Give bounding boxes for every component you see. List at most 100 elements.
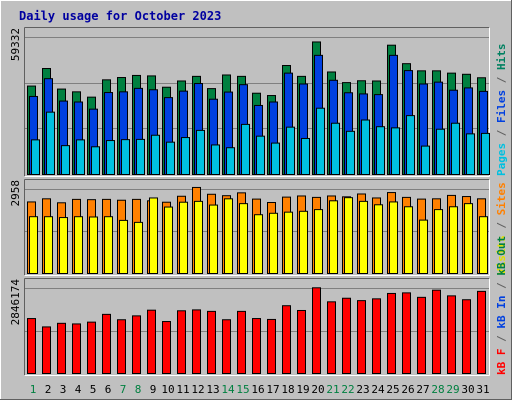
bar-pages-day-22 xyxy=(346,130,355,175)
bar-pages-day-8 xyxy=(136,138,145,176)
x-tick-label-day-1: 1 xyxy=(30,383,37,396)
bar-visits-day-15 xyxy=(239,203,248,274)
x-tick-label-day-12: 12 xyxy=(191,383,204,396)
bar-pages-day-11 xyxy=(181,137,190,175)
bar-kb-f-day-18 xyxy=(282,305,291,375)
bar-visits-day-22 xyxy=(344,197,353,274)
panel-bottom-legend: kB F / kB In / kB Out xyxy=(495,236,508,375)
bar-kb-f-day-15 xyxy=(237,310,246,375)
legend-separator: / xyxy=(495,215,508,235)
bar-pages-day-20 xyxy=(316,107,325,175)
legend-item-sites: Sites xyxy=(495,182,508,215)
bar-kb-f-day-19 xyxy=(297,309,306,375)
bar-pages-day-12 xyxy=(196,129,205,175)
bar-pages-day-31 xyxy=(481,132,490,176)
x-tick-label-day-28: 28 xyxy=(431,383,444,396)
bar-pages-day-9 xyxy=(151,134,160,175)
x-tick-label-day-24: 24 xyxy=(371,383,385,396)
x-tick-label-day-27: 27 xyxy=(416,383,429,396)
bar-kb-f-day-17 xyxy=(267,318,276,374)
bar-kb-f-day-12 xyxy=(192,309,201,374)
x-tick-label-day-10: 10 xyxy=(161,383,174,396)
bar-pages-day-28 xyxy=(436,128,445,175)
bar-kb-f-day-23 xyxy=(357,300,366,374)
x-tick-label-day-4: 4 xyxy=(75,383,82,396)
x-tick-label-day-23: 23 xyxy=(356,383,369,396)
x-tick-label-day-14: 14 xyxy=(221,383,235,396)
bar-pages-day-5 xyxy=(91,146,100,176)
bar-visits-day-11 xyxy=(179,201,188,274)
bar-visits-day-23 xyxy=(359,200,368,274)
bar-kb-f-day-29 xyxy=(447,295,456,374)
x-tick-label-day-21: 21 xyxy=(326,383,339,396)
chart-title: Daily usage for October 2023 xyxy=(19,9,221,23)
bar-kb-f-day-16 xyxy=(252,318,261,375)
bar-kb-f-day-4 xyxy=(72,323,81,375)
legend-separator: / xyxy=(495,70,508,90)
bar-pages-day-4 xyxy=(76,139,85,176)
x-tick-label-day-16: 16 xyxy=(251,383,264,396)
x-tick-label-day-26: 26 xyxy=(401,383,414,396)
bar-kb-f-day-20 xyxy=(312,287,321,375)
bar-visits-day-6 xyxy=(104,216,113,274)
bar-visits-day-29 xyxy=(449,206,458,274)
legend-separator: / xyxy=(495,329,508,349)
bar-kb-f-day-11 xyxy=(177,310,186,375)
legend-item-files: Files xyxy=(495,90,508,123)
bar-pages-day-10 xyxy=(166,141,175,175)
bar-visits-day-24 xyxy=(374,204,383,274)
bar-kb-f-day-24 xyxy=(372,298,381,375)
x-tick-label-day-15: 15 xyxy=(236,383,249,396)
bar-visits-day-30 xyxy=(464,203,473,274)
bar-pages-day-1 xyxy=(31,139,40,176)
x-tick-label-day-9: 9 xyxy=(150,383,157,396)
x-tick-label-day-19: 19 xyxy=(296,383,309,396)
x-tick-label-day-25: 25 xyxy=(386,383,399,396)
x-tick-label-day-11: 11 xyxy=(176,383,189,396)
legend-item-kb-in: kB In xyxy=(495,296,508,329)
x-tick-label-day-29: 29 xyxy=(446,383,459,396)
bar-visits-day-13 xyxy=(209,204,218,274)
bar-pages-day-30 xyxy=(466,133,475,175)
bar-visits-day-20 xyxy=(314,209,323,275)
bar-kb-f-day-6 xyxy=(102,313,111,374)
bar-pages-day-17 xyxy=(271,142,280,175)
bar-pages-day-7 xyxy=(121,139,130,175)
bar-pages-day-16 xyxy=(256,135,265,175)
bar-kb-f-day-10 xyxy=(162,321,171,374)
bar-kb-f-day-3 xyxy=(57,322,66,375)
bar-pages-day-18 xyxy=(286,126,295,175)
x-tick-label-day-2: 2 xyxy=(45,383,52,396)
x-tick-label-day-22: 22 xyxy=(341,383,354,396)
x-tick-label-day-6: 6 xyxy=(105,383,112,396)
bar-pages-day-6 xyxy=(106,140,115,175)
bar-visits-day-3 xyxy=(59,217,68,274)
bar-visits-day-18 xyxy=(284,211,293,274)
panel-top: 59332 Pages / Files / Hits xyxy=(9,27,508,177)
x-tick-label-day-3: 3 xyxy=(60,383,67,396)
bar-pages-day-19 xyxy=(301,137,310,176)
bar-visits-day-7 xyxy=(119,219,128,274)
bar-pages-day-26 xyxy=(406,115,415,175)
chart-panels: 59332 Pages / Files / Hits 2958 Visits / Si… xyxy=(9,27,508,376)
bar-visits-day-28 xyxy=(434,209,443,275)
bar-kb-f-day-27 xyxy=(417,296,426,374)
legend-separator: / xyxy=(495,123,508,143)
bar-visits-day-8 xyxy=(134,221,143,275)
bar-visits-day-21 xyxy=(329,200,338,274)
bar-kb-f-day-1 xyxy=(27,318,36,375)
bar-kb-f-day-2 xyxy=(42,326,51,374)
bar-pages-day-2 xyxy=(46,111,55,175)
bar-visits-day-2 xyxy=(44,216,53,274)
bar-kb-f-day-25 xyxy=(387,292,396,375)
legend-item-hits: Hits xyxy=(495,44,508,71)
x-tick-label-day-8: 8 xyxy=(135,383,142,396)
bar-visits-day-10 xyxy=(164,206,173,274)
bar-pages-day-13 xyxy=(211,144,220,175)
bar-visits-day-27 xyxy=(419,219,428,275)
x-tick-label-day-7: 7 xyxy=(120,383,127,396)
bar-visits-day-19 xyxy=(299,210,308,274)
bar-visits-day-16 xyxy=(254,214,263,275)
bar-kb-f-day-8 xyxy=(132,315,141,374)
